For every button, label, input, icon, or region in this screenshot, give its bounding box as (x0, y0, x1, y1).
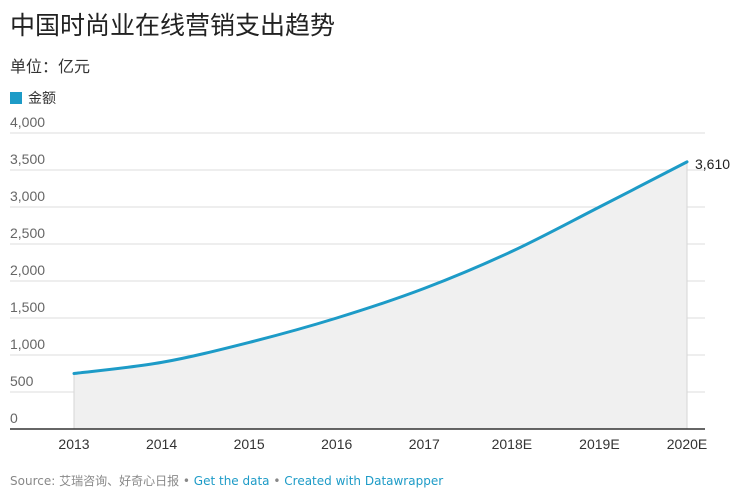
legend: 金额 (10, 88, 56, 108)
y-tick-label: 2,500 (10, 225, 45, 241)
x-tick-label: 2014 (146, 436, 177, 452)
chart-title: 中国时尚业在线营销支出趋势 (10, 11, 336, 40)
y-tick-label: 4,000 (10, 114, 45, 130)
footer-separator: • (179, 474, 194, 488)
source-text: Source: 艾瑞咨询、好奇心日报 (10, 474, 180, 488)
y-tick-label: 0 (10, 410, 18, 426)
y-tick-label: 3,500 (10, 151, 45, 167)
legend-swatch (10, 92, 22, 104)
x-tick-label: 2017 (409, 436, 440, 452)
datawrapper-link[interactable]: Created with Datawrapper (284, 474, 444, 488)
y-tick-label: 3,000 (10, 188, 45, 204)
x-tick-label: 2015 (234, 436, 265, 452)
y-tick-label: 1,000 (10, 336, 45, 352)
end-value-label: 3,610 (695, 156, 730, 172)
x-tick-label: 2018E (492, 436, 532, 452)
chart-area: 0 500 1,000 1,500 2,000 2,500 3,000 3,500 4,000 2… (10, 114, 730, 452)
series-line (72, 160, 689, 375)
get-data-link[interactable]: Get the data (193, 474, 270, 488)
x-tick-label: 2020E (667, 436, 707, 452)
y-tick-label: 2,000 (10, 262, 45, 278)
y-tick-label: 1,500 (10, 299, 45, 315)
legend-label: 金额 (28, 91, 56, 107)
y-tick-label: 500 (10, 373, 34, 389)
area-fill (74, 161, 687, 430)
x-tick-label: 2016 (321, 436, 352, 452)
x-tick-label: 2019E (579, 436, 619, 452)
footer-separator: • (269, 474, 285, 488)
footer: Source: 艾瑞咨询、好奇心日报 • Get the data • Crea… (10, 472, 443, 489)
chart-subtitle: 单位：亿元 (10, 57, 91, 76)
x-tick-label: 2013 (58, 436, 89, 452)
